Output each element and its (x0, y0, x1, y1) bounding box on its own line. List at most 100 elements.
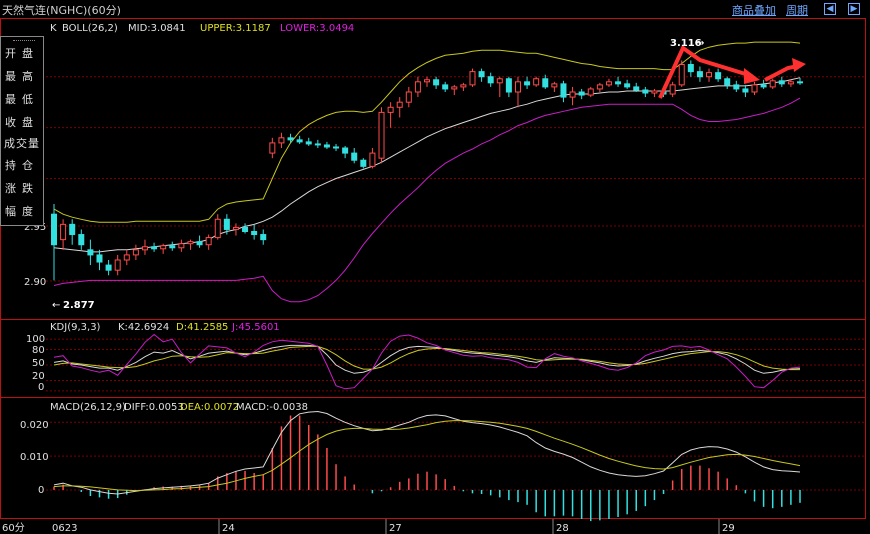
candle-down (223, 218, 230, 230)
candle-up (187, 241, 194, 245)
candle-down (151, 246, 158, 250)
candle-up (769, 80, 776, 88)
candle-down (360, 159, 367, 167)
kdj-k-line (53, 344, 801, 374)
macd-dea-value: DEA:0.0072 (180, 402, 239, 413)
candle-down (524, 81, 531, 86)
boll-lower-line (53, 97, 801, 303)
candle-up (787, 81, 794, 85)
candle-up (278, 137, 285, 144)
info-volume-label: 成交量 (4, 137, 40, 150)
candles (51, 60, 803, 281)
candle-up (232, 226, 239, 230)
kdj-tick-0: 0 (38, 382, 44, 393)
candle-down (442, 84, 449, 90)
kdj-j-line (53, 333, 801, 390)
candle-down (615, 81, 622, 85)
macd-series (53, 410, 801, 522)
candle-down (196, 241, 203, 246)
scroll-right-button[interactable]: ▶ (848, 3, 860, 15)
candle-down (624, 83, 631, 88)
info-close-label: 收盘 (5, 116, 39, 129)
kdj-tick-80: 80 (32, 345, 45, 356)
candle-up (496, 78, 503, 84)
candle-up (405, 91, 412, 103)
compare-overlay-link[interactable]: 商品叠加 (732, 4, 776, 17)
candle-up (132, 249, 139, 256)
label-lower: LOWER:3.0494 (280, 23, 354, 34)
annotation-arrows (658, 44, 806, 99)
candle-up (605, 81, 612, 86)
candle-down (760, 84, 767, 88)
kdj-tick-20: 20 (32, 371, 45, 382)
macd-tick-0: 0 (38, 485, 44, 496)
candle-up (569, 91, 576, 98)
candle-down (778, 80, 785, 85)
candle-up (651, 90, 658, 94)
window-title: 天然气连(NGHC)(60分) (2, 4, 121, 17)
x-label-0623: 0623 (52, 523, 77, 534)
price-tick-295: 2.95 (24, 222, 46, 233)
candle-up (469, 71, 476, 86)
candle-up (514, 81, 521, 93)
info-low-label: 最低 (5, 93, 39, 106)
candle-down (542, 78, 549, 88)
candle-down (696, 71, 703, 78)
candle-up (387, 106, 394, 113)
x-label-24: 24 (222, 523, 235, 534)
macd-histogram-value: MACD:-0.0038 (236, 402, 308, 413)
candle-down (505, 78, 512, 93)
label-k: K (50, 23, 57, 34)
candle-down (633, 86, 640, 91)
kdj-k-value: K:42.6924 (118, 322, 169, 333)
candle-down (105, 264, 112, 271)
kdj-lines (53, 333, 801, 390)
grid-lines (46, 76, 864, 534)
x-label-28: 28 (556, 523, 569, 534)
arrow-head-2 (792, 58, 806, 72)
kdj-d-line (53, 345, 800, 371)
arrow-stroke (658, 44, 753, 99)
candle-down (797, 81, 803, 84)
period-link[interactable]: 周期 (786, 4, 808, 17)
candle-down (742, 88, 749, 93)
macd-label: MACD(26,12,9) (50, 402, 126, 413)
candle-up (678, 64, 685, 86)
candle-down (351, 152, 358, 161)
candle-down (323, 144, 330, 148)
candle-up (706, 72, 713, 78)
candle-down (642, 89, 649, 94)
candle-up (669, 84, 676, 95)
scroll-left-button[interactable]: ◀ (824, 3, 836, 15)
info-open-label: 开盘 (5, 47, 39, 60)
candle-down (433, 79, 440, 86)
x-label-29: 29 (722, 523, 735, 534)
candle-down (69, 223, 76, 236)
candle-down (578, 91, 585, 96)
label-mid: MID:3.0841 (128, 23, 186, 34)
candle-down (333, 146, 340, 149)
candle-up (424, 79, 430, 83)
candle-down (96, 254, 103, 263)
candle-up (533, 78, 540, 86)
macd-diff-line (53, 410, 801, 495)
quote-info-panel: 开盘 最高 最低 收盘 成交量 持仓 涨跌 幅度 (0, 36, 44, 226)
candle-down (169, 245, 176, 249)
candle-down (296, 139, 303, 143)
info-high-label: 最高 (5, 70, 39, 83)
candle-up (378, 111, 385, 159)
label-boll: BOLL(26,2) (62, 23, 118, 34)
label-upper: UPPER:3.1187 (200, 23, 271, 34)
candle-down (260, 234, 267, 241)
candle-up (269, 142, 276, 154)
candle-up (160, 245, 167, 250)
macd-tick-0010: 0.010 (20, 452, 49, 463)
low-marker-arrow: ← (52, 300, 60, 311)
candle-up (587, 88, 594, 96)
info-change-label: 涨跌 (5, 182, 39, 195)
candle-down (251, 230, 258, 236)
candle-down (87, 249, 94, 256)
candle-up (451, 86, 458, 90)
candle-up (141, 246, 148, 251)
